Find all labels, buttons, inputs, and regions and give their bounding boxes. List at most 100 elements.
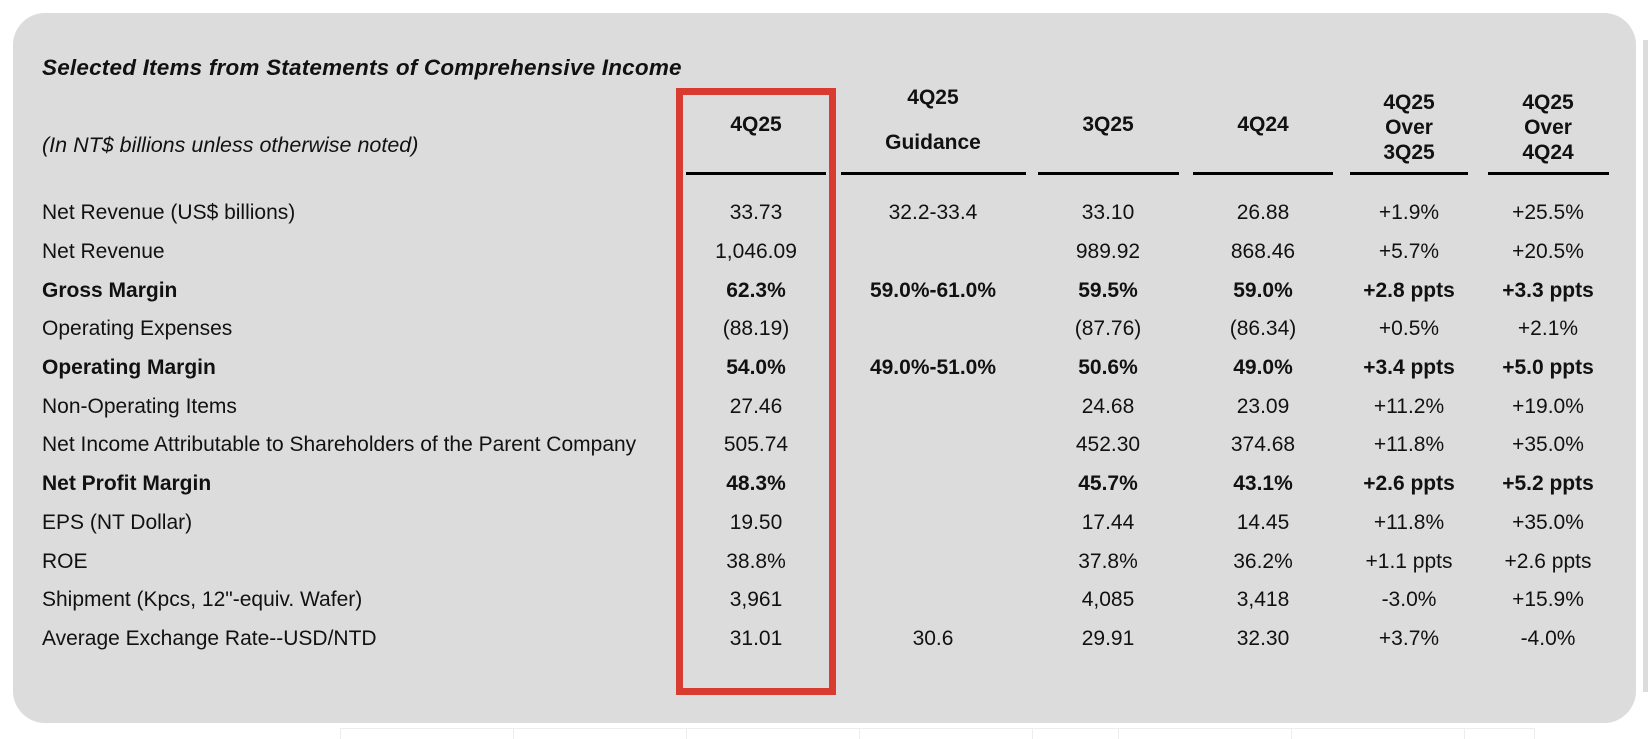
cell-yoy: +19.0% bbox=[1512, 394, 1584, 418]
cell-4q24: 49.0% bbox=[1233, 356, 1293, 380]
col-header-text: 4Q25 bbox=[1383, 91, 1435, 114]
col-header-text: 4Q25 bbox=[730, 113, 782, 136]
cell-guidance bbox=[836, 542, 1030, 581]
cell-yoy: +5.0 ppts bbox=[1502, 356, 1594, 380]
cell-yoy: +2.1% bbox=[1517, 317, 1579, 341]
cell-yoy: +2.6 ppts bbox=[1504, 549, 1592, 573]
cell-4q24: 14.45 bbox=[1236, 510, 1290, 534]
page-title: Selected Items from Statements of Compre… bbox=[42, 55, 682, 80]
cell-4q25: 27.46 bbox=[729, 394, 783, 418]
col-header-text: 4Q24 bbox=[1237, 113, 1289, 136]
row-label: ROE bbox=[42, 549, 88, 573]
cell-guidance bbox=[836, 233, 1030, 272]
header-underline bbox=[1193, 172, 1333, 175]
cell-guidance bbox=[836, 504, 1030, 543]
col-header-4q25-over-3q25: 4Q25 Over 3Q25 bbox=[1340, 13, 1478, 175]
row-label: Net Revenue (US$ billions) bbox=[42, 201, 296, 225]
cell-qoq: +3.7% bbox=[1378, 626, 1440, 650]
cell-guidance: 32.2-33.4 bbox=[888, 201, 978, 225]
cell-yoy: +35.0% bbox=[1512, 510, 1584, 534]
cell-guidance bbox=[836, 465, 1030, 504]
cell-guidance: 49.0%-51.0% bbox=[869, 356, 997, 380]
cell-yoy: +25.5% bbox=[1512, 201, 1584, 225]
cell-qoq: +2.8 ppts bbox=[1363, 278, 1455, 302]
col-header-4q24: 4Q24 bbox=[1186, 13, 1340, 175]
cell-qoq: +11.2% bbox=[1373, 394, 1445, 418]
cell-4q24: 32.30 bbox=[1236, 626, 1290, 650]
col-header-text: 4Q25 bbox=[907, 86, 959, 109]
cell-yoy: +5.2 ppts bbox=[1502, 472, 1594, 496]
adjacent-page-edge bbox=[1643, 40, 1648, 692]
row-label: Gross Margin bbox=[42, 278, 178, 302]
cell-4q25: 31.01 bbox=[729, 626, 783, 650]
cell-3q25: 59.5% bbox=[1078, 278, 1138, 302]
cell-yoy: +35.0% bbox=[1512, 433, 1584, 457]
col-header-4q25-over-4q24: 4Q25 Over 4Q24 bbox=[1478, 13, 1618, 175]
row-label: Operating Margin bbox=[42, 356, 216, 380]
col-header-text: 4Q25 bbox=[1522, 91, 1574, 114]
cell-qoq: +0.5% bbox=[1378, 317, 1440, 341]
header-gap bbox=[13, 175, 1618, 194]
row-label: Non-Operating Items bbox=[42, 394, 237, 418]
row-label: Net Profit Margin bbox=[42, 472, 212, 496]
cell-guidance: 59.0%-61.0% bbox=[869, 278, 997, 302]
col-header-text: Over bbox=[1524, 116, 1572, 139]
row-label: Net Revenue bbox=[42, 240, 165, 264]
row-label: Average Exchange Rate--USD/NTD bbox=[42, 626, 377, 650]
header-underline bbox=[1487, 172, 1609, 175]
cell-4q24: 36.2% bbox=[1233, 549, 1293, 573]
cell-4q25: 48.3% bbox=[726, 472, 786, 496]
cell-guidance bbox=[836, 426, 1030, 465]
cell-4q24: 868.46 bbox=[1230, 240, 1296, 264]
header-underline bbox=[840, 172, 1026, 175]
income-statement-panel: Selected Items from Statements of Compre… bbox=[13, 13, 1636, 723]
background-spreadsheet-grid bbox=[340, 728, 1535, 739]
cell-4q24: 3,418 bbox=[1236, 588, 1290, 612]
cell-4q25: 505.74 bbox=[723, 433, 789, 457]
row-label: EPS (NT Dollar) bbox=[42, 510, 193, 534]
cell-3q25: 29.91 bbox=[1081, 626, 1135, 650]
header-underline bbox=[1350, 172, 1468, 175]
col-header-text: Guidance bbox=[885, 131, 981, 154]
col-header-text: 4Q24 bbox=[1522, 141, 1574, 164]
cell-3q25: 37.8% bbox=[1078, 549, 1138, 573]
col-header-4q25-guidance: 4Q25 Guidance bbox=[836, 13, 1030, 175]
cell-4q25: (88.19) bbox=[722, 317, 790, 341]
cell-3q25: 50.6% bbox=[1078, 356, 1138, 380]
cell-4q24: 26.88 bbox=[1236, 201, 1290, 225]
cell-4q25: 33.73 bbox=[729, 201, 783, 225]
cell-yoy: -4.0% bbox=[1520, 626, 1576, 650]
cell-3q25: 17.44 bbox=[1081, 510, 1135, 534]
cell-qoq: +1.9% bbox=[1378, 201, 1440, 225]
financial-table: 4Q25 4Q25 Guidance 3Q25 4Q24 bbox=[13, 13, 1618, 658]
cell-4q25: 62.3% bbox=[726, 278, 786, 302]
col-header-3q25: 3Q25 bbox=[1030, 13, 1186, 175]
cell-4q24: 43.1% bbox=[1233, 472, 1293, 496]
cell-qoq: +11.8% bbox=[1373, 433, 1445, 457]
cell-4q25: 3,961 bbox=[729, 588, 783, 612]
cell-3q25: 45.7% bbox=[1078, 472, 1138, 496]
cell-4q25: 54.0% bbox=[726, 356, 786, 380]
cell-4q24: 23.09 bbox=[1236, 394, 1290, 418]
cell-yoy: +3.3 ppts bbox=[1502, 278, 1594, 302]
cell-3q25: 24.68 bbox=[1081, 394, 1135, 418]
header-underline bbox=[686, 172, 826, 175]
cell-yoy: +15.9% bbox=[1512, 588, 1584, 612]
row-label: Net Income Attributable to Shareholders … bbox=[42, 433, 637, 457]
cell-4q24: (86.34) bbox=[1229, 317, 1297, 341]
cell-4q25: 19.50 bbox=[729, 510, 783, 534]
cell-4q24: 59.0% bbox=[1233, 278, 1293, 302]
cell-guidance bbox=[836, 387, 1030, 426]
cell-guidance bbox=[836, 581, 1030, 620]
row-label: Shipment (Kpcs, 12"-equiv. Wafer) bbox=[42, 588, 363, 612]
col-header-text: 3Q25 bbox=[1082, 113, 1134, 136]
cell-3q25: 4,085 bbox=[1081, 588, 1135, 612]
cell-4q25: 1,046.09 bbox=[715, 240, 797, 264]
units-note: (In NT$ billions unless otherwise noted) bbox=[42, 133, 419, 157]
col-header-text: 3Q25 bbox=[1383, 141, 1435, 164]
header-label-spacer bbox=[13, 13, 676, 175]
cell-3q25: 452.30 bbox=[1075, 433, 1141, 457]
cell-guidance bbox=[836, 310, 1030, 349]
cell-3q25: 989.92 bbox=[1075, 240, 1141, 264]
cell-qoq: -3.0% bbox=[1381, 588, 1437, 612]
